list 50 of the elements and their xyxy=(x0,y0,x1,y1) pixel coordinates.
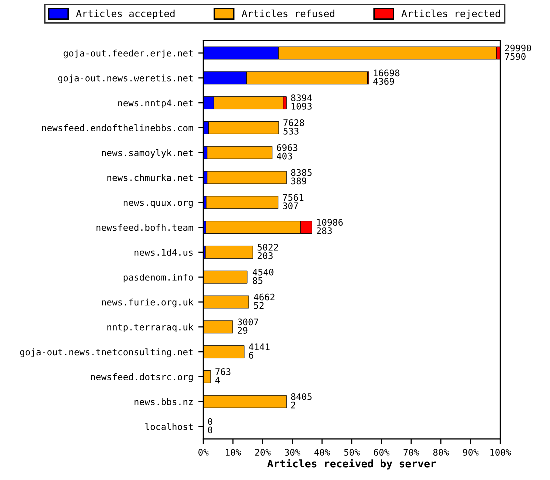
bar xyxy=(206,196,279,210)
annotation: 8394 1093 xyxy=(291,94,312,110)
y-tick-label: newsfeed.endofthelinebbs.com xyxy=(42,124,194,132)
x-tick-label: 50% xyxy=(344,449,360,456)
y-tick-label: pasdenom.info xyxy=(124,274,194,283)
annotation: 29990 7590 xyxy=(505,44,532,60)
x-tick-label: 90% xyxy=(463,449,479,456)
y-tick-label: news.1d4.us xyxy=(134,249,193,256)
y-tick-label: nntp.terraraq.uk xyxy=(108,324,194,332)
y-tick-label: localhost xyxy=(146,423,193,430)
annotation: 6963 403 xyxy=(277,144,298,160)
annotation: 7561 307 xyxy=(283,194,304,210)
y-tick-label: newsfeed.bofh.team xyxy=(96,224,194,232)
annotation: 16698 4369 xyxy=(374,70,400,86)
annotation: 0 0 xyxy=(208,418,213,434)
annotation: 5022 203 xyxy=(258,244,278,260)
annotation: 4662 52 xyxy=(254,294,275,310)
y-tick-label: news.bbs.nz xyxy=(134,398,193,406)
bar xyxy=(207,171,287,184)
x-tick-label: 20% xyxy=(255,449,271,456)
y-tick-label: news.furie.org.uk xyxy=(102,298,194,308)
annotation: 8385 389 xyxy=(291,169,312,185)
annotation: 8405 2 xyxy=(291,393,312,409)
annotation: 3007 29 xyxy=(238,318,258,334)
legend-label: Articles accepted xyxy=(76,10,175,20)
y-tick-label: goja-out.news.weretis.net xyxy=(58,74,193,84)
y-tick-label: goja-out.news.tnetconsulting.net xyxy=(20,348,193,358)
x-axis-title: Articles received by server xyxy=(268,459,436,470)
annotation: 763 4 xyxy=(216,368,231,384)
annotation: 7628 533 xyxy=(284,120,304,135)
x-tick-label: 80% xyxy=(434,449,450,456)
x-tick-label: 70% xyxy=(404,449,420,456)
x-tick-label: 100% xyxy=(490,449,512,456)
y-tick-label: news.quux.org xyxy=(124,201,193,208)
annotation: 4540 85 xyxy=(252,268,274,284)
annotation: 10986 283 xyxy=(317,219,343,234)
x-tick-label: 40% xyxy=(314,449,330,456)
x-tick-label: 60% xyxy=(374,449,390,456)
y-tick-label: news.chmurka.net xyxy=(108,174,193,182)
x-tick-label: 10% xyxy=(226,449,242,456)
x-tick-label: 0% xyxy=(198,449,209,456)
annotation: 4141 6 xyxy=(249,344,270,359)
y-tick-label: news.samoylyk.net xyxy=(102,149,193,158)
y-tick-label: news.nntp4.net xyxy=(118,100,193,108)
y-tick-label: newsfeed.dotsrc.org xyxy=(91,374,193,382)
legend-label: Articles refused xyxy=(242,10,335,18)
y-tick-label: goja-out.feeder.erje.net xyxy=(64,50,193,59)
bar xyxy=(207,146,273,160)
x-tick-label: 30% xyxy=(285,449,301,456)
legend-label: Articles rejected xyxy=(402,10,500,20)
